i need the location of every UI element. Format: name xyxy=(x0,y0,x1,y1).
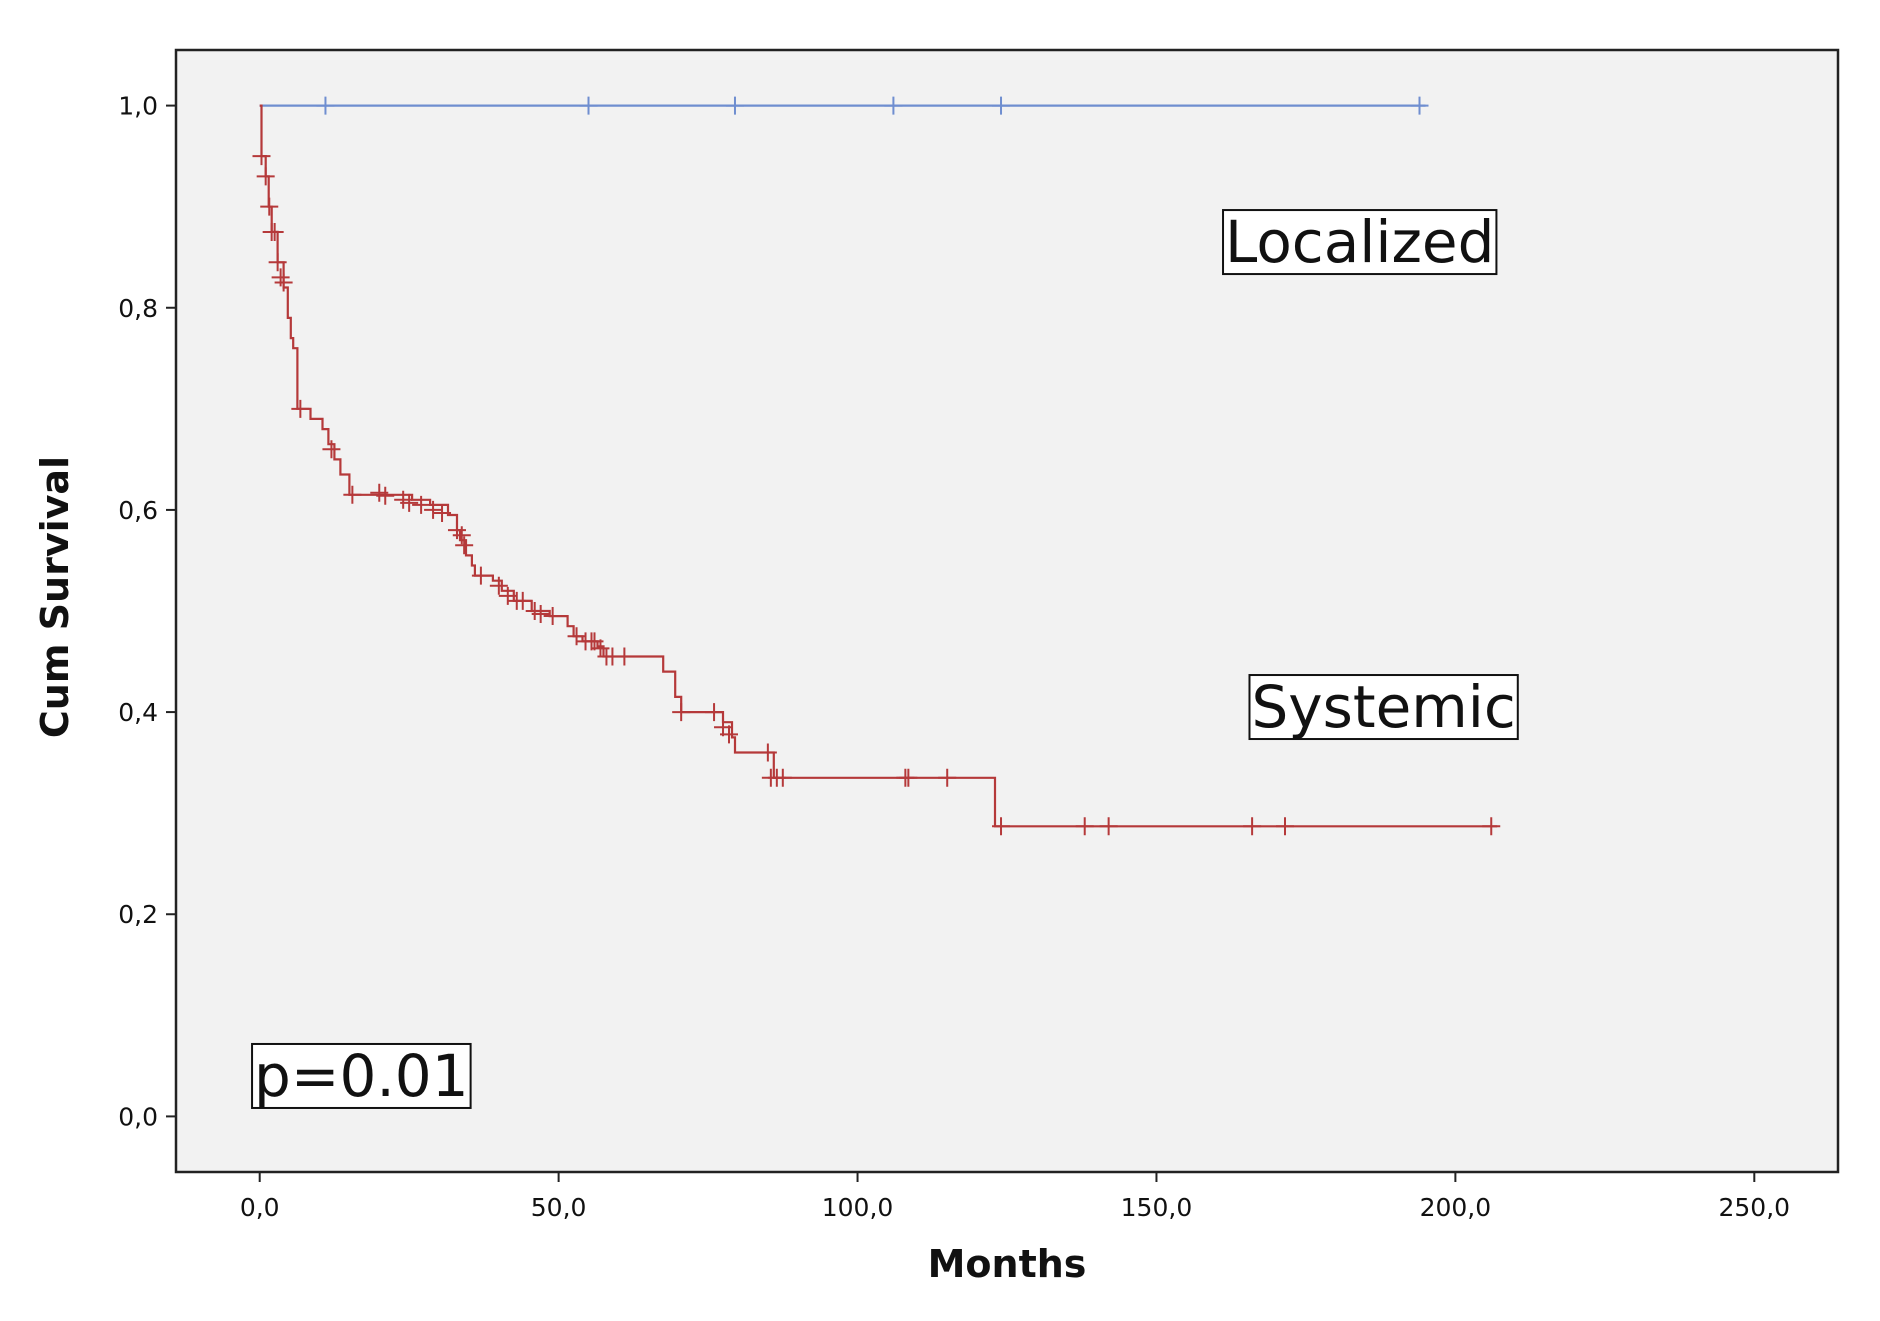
x-tick-label: 250,0 xyxy=(1719,1193,1791,1222)
annotation-text: Systemic xyxy=(1251,673,1515,741)
censor-mark xyxy=(725,96,744,115)
annotation-layer: Localized Systemic p=0.01 xyxy=(251,208,1519,1110)
censor-mark xyxy=(343,485,362,504)
censor-mark xyxy=(291,399,310,418)
censor-mark xyxy=(992,96,1011,115)
censor-mark xyxy=(322,440,341,459)
censor-mark xyxy=(579,96,598,115)
x-tick-label: 200,0 xyxy=(1420,1193,1492,1222)
censor-mark xyxy=(758,743,777,762)
x-tick-label: 100,0 xyxy=(822,1193,894,1222)
annotation-text: p=0.01 xyxy=(254,1042,469,1110)
censor-mark xyxy=(316,96,335,115)
censor-mark xyxy=(938,768,957,787)
y-tick-label: 0,6 xyxy=(118,496,158,525)
annotation-text: Localized xyxy=(1225,208,1494,276)
censor-mark xyxy=(455,536,474,555)
x-tick-label: 50,0 xyxy=(531,1193,587,1222)
censor-mark xyxy=(268,253,287,272)
censor-mark xyxy=(773,768,792,787)
censor-mark xyxy=(256,167,275,186)
series-localized xyxy=(259,96,1429,115)
censor-mark xyxy=(489,576,508,595)
x-axis-title: Months xyxy=(928,1242,1087,1286)
y-tick-label: 1,0 xyxy=(118,92,158,121)
censor-mark xyxy=(899,768,918,787)
x-axis: 0,0 50,0 100,0 150,0 200,0 250,0 xyxy=(240,1172,1790,1222)
censor-mark xyxy=(265,222,284,241)
y-axis-title: Cum Survival xyxy=(33,456,77,738)
censor-mark xyxy=(1099,817,1118,836)
censor-mark xyxy=(433,503,452,522)
survival-curve-systemic xyxy=(259,104,1498,828)
censor-mark xyxy=(471,566,490,585)
censor-mark xyxy=(376,486,395,505)
censor-mark xyxy=(992,817,1011,836)
y-tick-label: 0,2 xyxy=(118,900,158,929)
censor-mark xyxy=(531,605,550,624)
series-layer xyxy=(252,96,1501,836)
censor-mark xyxy=(513,591,532,610)
annotation-pvalue: p=0.01 xyxy=(251,1042,472,1110)
censor-mark xyxy=(400,493,419,512)
x-tick-label: 150,0 xyxy=(1121,1193,1193,1222)
censor-mark xyxy=(252,147,271,166)
censor-mark xyxy=(412,495,431,514)
annotation-systemic: Systemic xyxy=(1248,673,1519,741)
plot-area xyxy=(174,48,1840,1174)
y-tick-label: 0,4 xyxy=(118,698,158,727)
censor-mark xyxy=(1075,817,1094,836)
series-systemic xyxy=(252,104,1501,836)
y-tick-label: 0,8 xyxy=(118,294,158,323)
censor-mark xyxy=(705,703,724,722)
censor-mark xyxy=(615,647,634,666)
annotation-localized: Localized xyxy=(1222,208,1498,276)
annotation-box xyxy=(1248,674,1519,741)
censor-mark xyxy=(1243,817,1262,836)
annotation-box xyxy=(1222,209,1498,276)
x-tick-label: 0,0 xyxy=(240,1193,280,1222)
y-tick-label: 0,0 xyxy=(118,1102,158,1131)
censor-mark xyxy=(1482,817,1501,836)
y-axis: 0,0 0,2 0,4 0,6 0,8 1,0 xyxy=(118,92,176,1131)
censor-mark xyxy=(884,96,903,115)
censor-mark xyxy=(1410,96,1429,115)
censor-mark xyxy=(452,526,471,545)
censor-mark xyxy=(274,273,293,292)
censor-mark xyxy=(543,607,562,626)
censor-mark xyxy=(720,725,739,744)
censor-mark xyxy=(672,703,691,722)
censor-mark xyxy=(1276,817,1294,836)
censor-mark xyxy=(260,197,279,216)
annotation-box xyxy=(251,1042,472,1109)
censor-mark xyxy=(424,500,443,519)
